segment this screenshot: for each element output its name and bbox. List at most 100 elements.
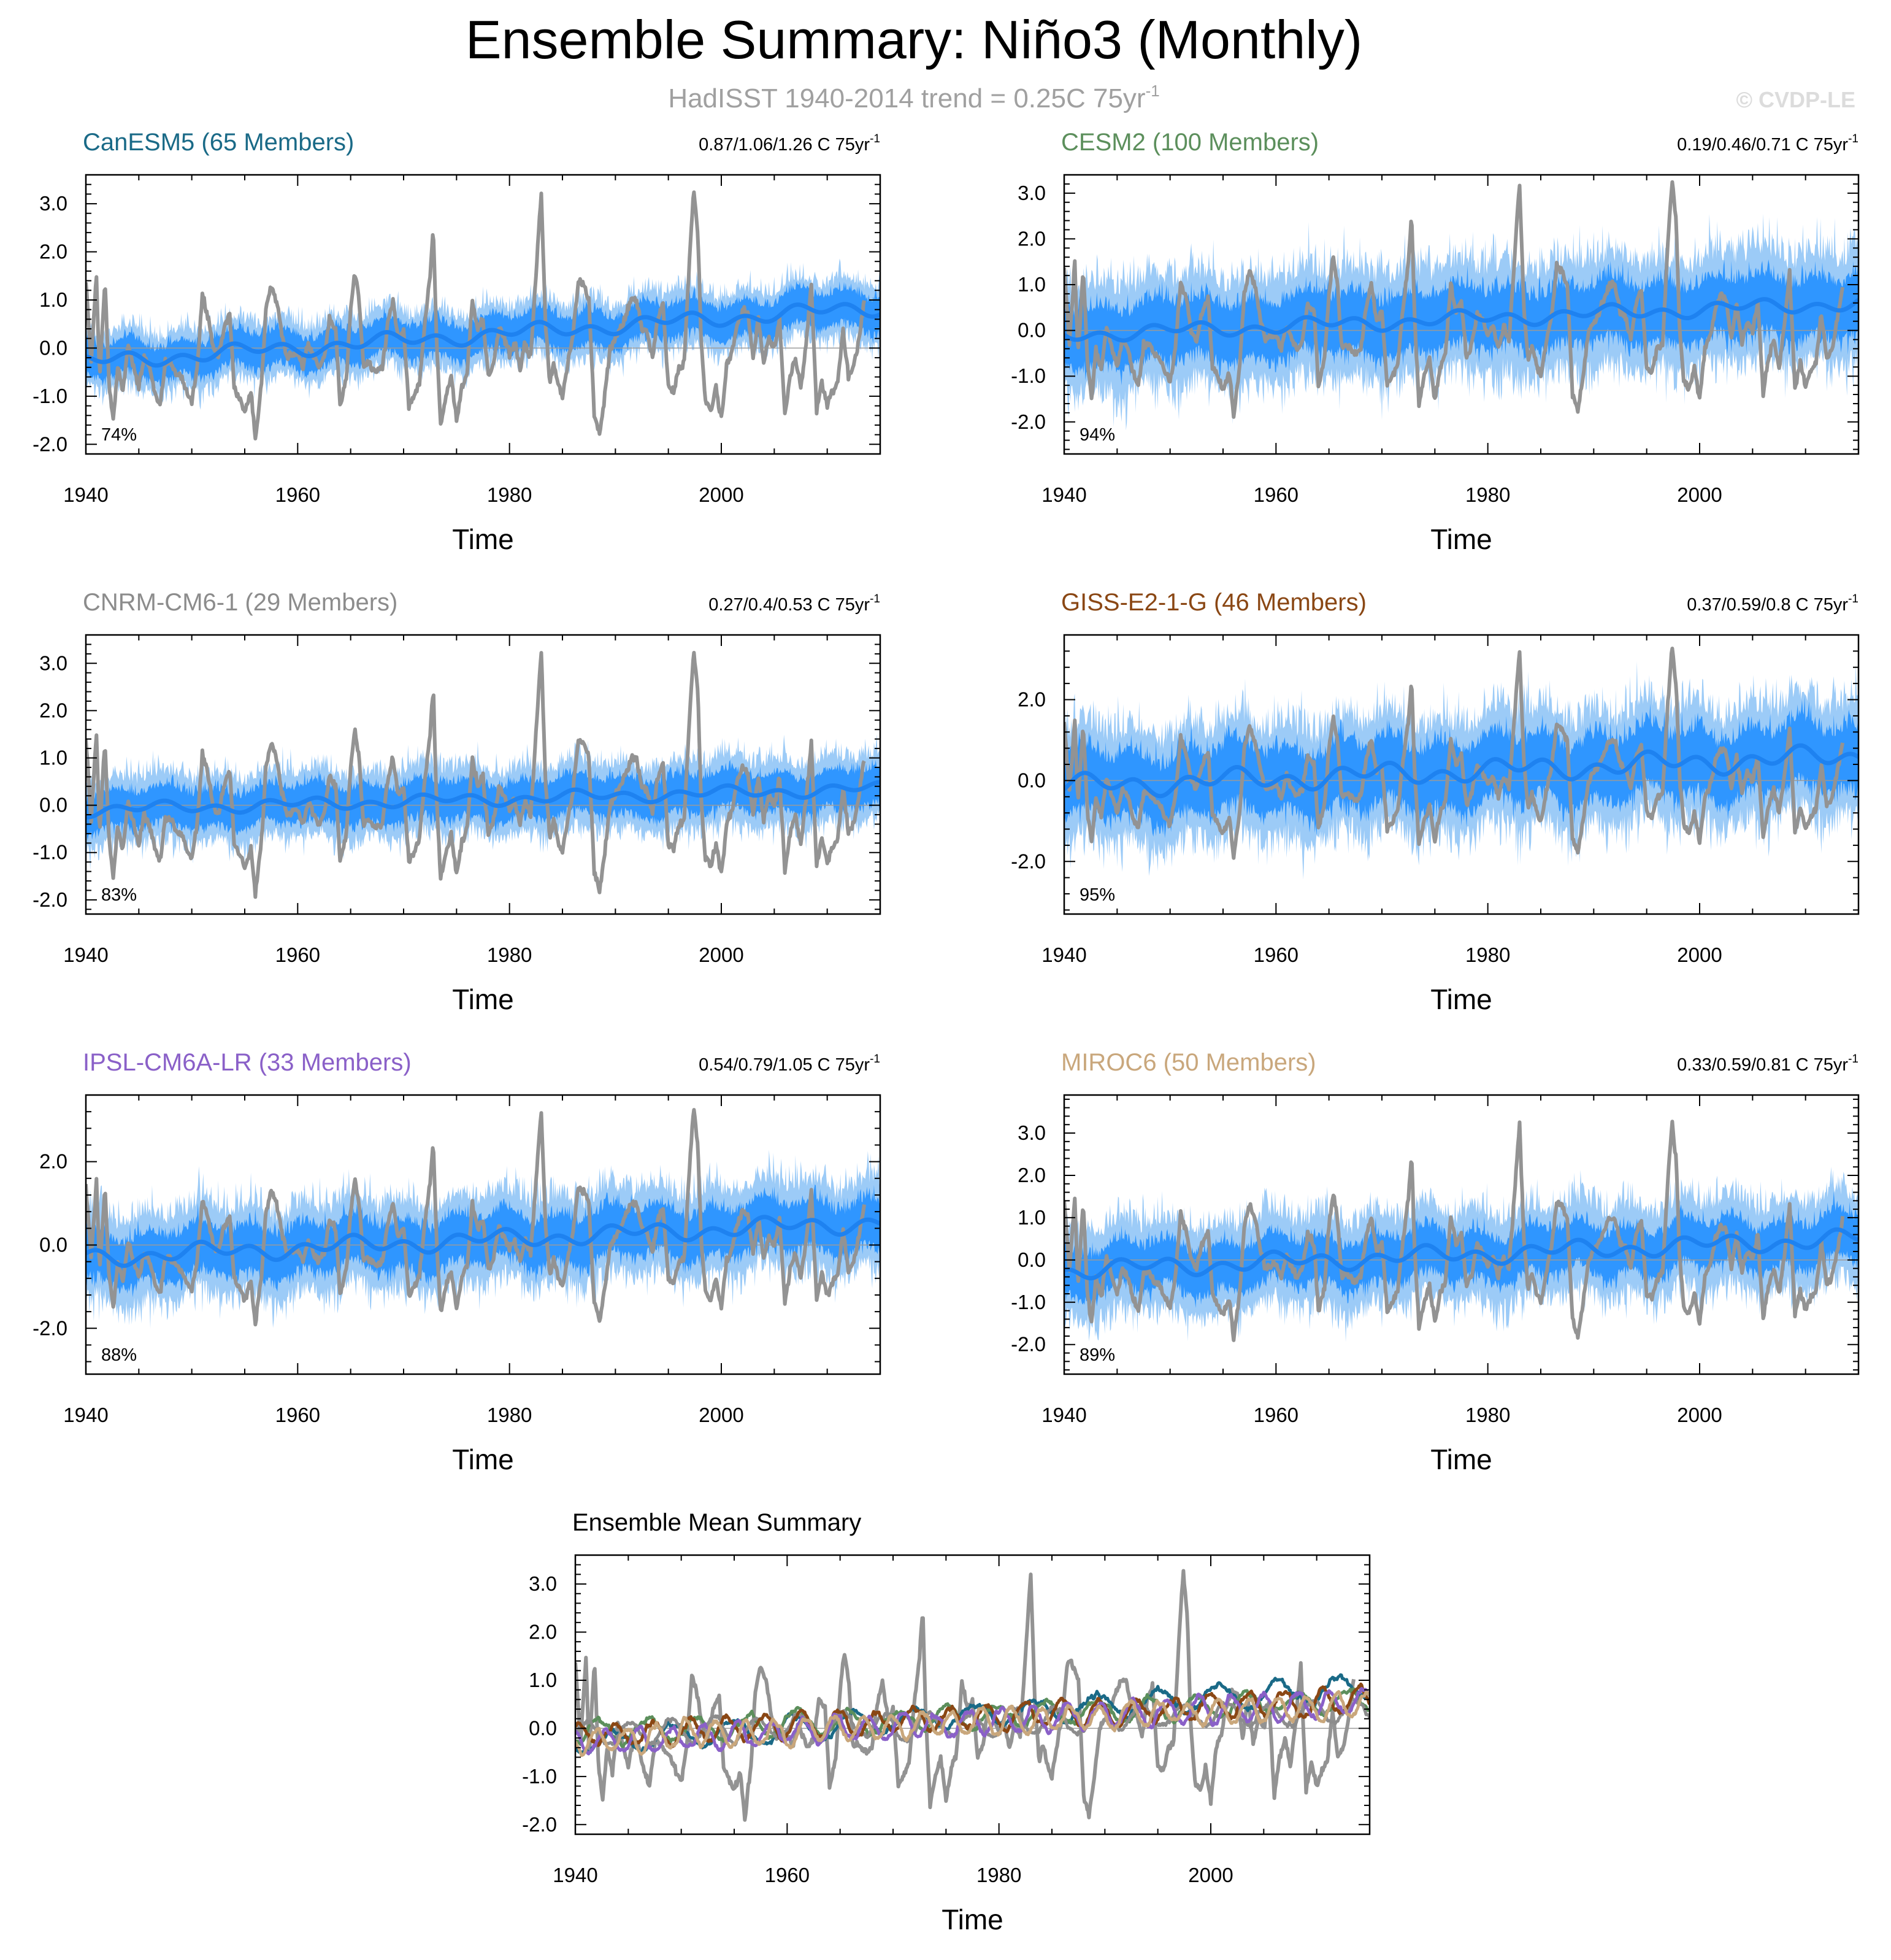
percent-label: 74% xyxy=(101,425,137,445)
percent-label: 94% xyxy=(1080,425,1115,445)
percent-label: 88% xyxy=(101,1345,137,1365)
trend-label-sup: -1 xyxy=(1848,133,1858,145)
trend-label-text: 0.33/0.59/0.81 C 75yr xyxy=(1677,1055,1848,1075)
y-tick-label: 2.0 xyxy=(529,1621,557,1643)
y-tick-label: -1.0 xyxy=(33,385,67,407)
trend-label: 0.27/0.4/0.53 C 75yr-1 xyxy=(708,593,880,615)
y-tick-label: 2.0 xyxy=(1018,688,1046,711)
panel-1: CESM2 (100 Members) 0.19/0.46/0.71 C 75yr… xyxy=(1011,129,1860,555)
x-tick-label: 1940 xyxy=(553,1864,597,1886)
x-tick-label: 1960 xyxy=(1254,1404,1298,1426)
y-tick-label: -1.0 xyxy=(1011,1291,1046,1313)
plot-frame xyxy=(1063,634,1860,915)
x-tick-label: 2000 xyxy=(699,483,743,506)
subtitle-text: HadISST 1940-2014 trend = 0.25C 75yr xyxy=(668,83,1145,113)
y-tick-label: -2.0 xyxy=(33,432,67,455)
plot-frame xyxy=(574,1554,1371,1835)
x-tick-label: 1980 xyxy=(976,1864,1021,1886)
x-tick-label: 1980 xyxy=(1465,1404,1510,1426)
y-tick-label: -2.0 xyxy=(33,888,67,911)
x-tick-label: 2000 xyxy=(1677,943,1722,966)
x-axis-label: Time xyxy=(1430,983,1492,1015)
y-tick-label: 3.0 xyxy=(1018,182,1046,204)
y-tick-label: 3.0 xyxy=(39,192,67,215)
y-tick-label: 2.0 xyxy=(1018,227,1046,250)
panel-4: IPSL-CM6A-LR (33 Members) 0.54/0.79/1.05 … xyxy=(33,1049,881,1475)
plot-frame xyxy=(85,174,881,455)
panel-0: CanESM5 (65 Members) 0.87/1.06/1.26 C 75y… xyxy=(33,129,881,555)
figure-subtitle: HadISST 1940-2014 trend = 0.25C 75yr-1 xyxy=(668,82,1159,113)
y-tick-label: 2.0 xyxy=(39,1150,67,1173)
y-tick-label: -1.0 xyxy=(1011,364,1046,387)
x-tick-label: 1980 xyxy=(487,943,532,966)
x-tick-label: 1980 xyxy=(1465,943,1510,966)
x-tick-label: 1940 xyxy=(63,1404,108,1426)
x-tick-label: 1940 xyxy=(1041,1404,1086,1426)
plot-area xyxy=(575,1569,1370,1822)
panel-title: MIROC6 (50 Members) xyxy=(1061,1049,1316,1076)
x-tick-label: 2000 xyxy=(1188,1864,1233,1886)
trend-label: 0.54/0.79/1.05 C 75yr-1 xyxy=(699,1053,880,1075)
plot-area xyxy=(86,651,880,899)
trend-label-text: 0.37/0.59/0.8 C 75yr xyxy=(1687,595,1848,615)
trend-label-text: 0.54/0.79/1.05 C 75yr xyxy=(699,1055,870,1075)
trend-label-text: 0.19/0.46/0.71 C 75yr xyxy=(1677,135,1848,155)
observations-line xyxy=(1064,180,1845,419)
x-tick-label: 2000 xyxy=(1677,1404,1722,1426)
ensemble-mean-line xyxy=(86,302,880,368)
y-tick-label: 1.0 xyxy=(1018,273,1046,296)
trend-label: 0.37/0.59/0.8 C 75yr-1 xyxy=(1687,593,1858,615)
x-tick-label: 1960 xyxy=(1254,483,1298,506)
subtitle-sup: -1 xyxy=(1146,82,1160,100)
x-tick-label: 2000 xyxy=(1677,483,1722,506)
y-tick-label: 0.0 xyxy=(39,336,67,359)
plot-area xyxy=(1064,1120,1858,1342)
plot-area xyxy=(86,190,880,440)
y-tick-label: 0.0 xyxy=(529,1716,557,1739)
spread-inner-band xyxy=(1064,259,1858,386)
y-tick-label: -1.0 xyxy=(522,1765,557,1788)
x-axis-label: Time xyxy=(1430,523,1492,555)
x-tick-label: 2000 xyxy=(699,1404,743,1426)
y-tick-label: 1.0 xyxy=(529,1669,557,1691)
ensemble-mean-line xyxy=(1064,297,1858,343)
x-tick-label: 1940 xyxy=(63,943,108,966)
panel-5: MIROC6 (50 Members) 0.33/0.59/0.81 C 75yr… xyxy=(1011,1049,1860,1475)
y-tick-label: -2.0 xyxy=(33,1316,67,1339)
x-tick-label: 1980 xyxy=(487,483,532,506)
y-tick-label: 0.0 xyxy=(1018,1248,1046,1271)
y-tick-label: 0.0 xyxy=(1018,319,1046,342)
y-tick-label: 3.0 xyxy=(39,651,67,674)
trend-label-sup: -1 xyxy=(1848,1053,1858,1066)
observations-line xyxy=(1064,647,1845,860)
plot-area xyxy=(1064,180,1858,431)
percent-label: 95% xyxy=(1080,885,1115,905)
x-tick-label: 1940 xyxy=(1041,943,1086,966)
y-tick-label: 0.0 xyxy=(39,1233,67,1256)
x-axis-label: Time xyxy=(452,983,514,1015)
y-tick-label: -2.0 xyxy=(1011,1333,1046,1356)
y-tick-label: -2.0 xyxy=(1011,850,1046,872)
trend-label-sup: -1 xyxy=(1848,593,1858,605)
y-tick-label: -1.0 xyxy=(33,841,67,864)
trend-label-text: 0.87/1.06/1.26 C 75yr xyxy=(699,135,870,155)
y-tick-label: 3.0 xyxy=(1018,1121,1046,1144)
observations-line xyxy=(1064,1120,1845,1342)
observations-line xyxy=(575,1569,1356,1822)
plot-frame xyxy=(85,634,881,915)
y-tick-label: -2.0 xyxy=(1011,410,1046,433)
ensemble-mean-line xyxy=(86,1215,880,1268)
trend-label: 0.33/0.59/0.81 C 75yr-1 xyxy=(1677,1053,1858,1075)
y-tick-label: 0.0 xyxy=(39,794,67,817)
panel-grid: CanESM5 (65 Members) 0.87/1.06/1.26 C 75y… xyxy=(33,129,1860,1935)
x-tick-label: 1960 xyxy=(1254,943,1298,966)
series-line-miroc6 xyxy=(575,1690,1370,1758)
plot-area xyxy=(86,1108,880,1329)
ensemble-mean-line xyxy=(1064,743,1858,799)
x-axis-label: Time xyxy=(1430,1443,1492,1475)
percent-label: 83% xyxy=(101,885,137,905)
observations-line xyxy=(86,651,866,899)
y-tick-label: 1.0 xyxy=(39,747,67,769)
panel-title: IPSL-CM6A-LR (33 Members) xyxy=(83,1049,412,1076)
